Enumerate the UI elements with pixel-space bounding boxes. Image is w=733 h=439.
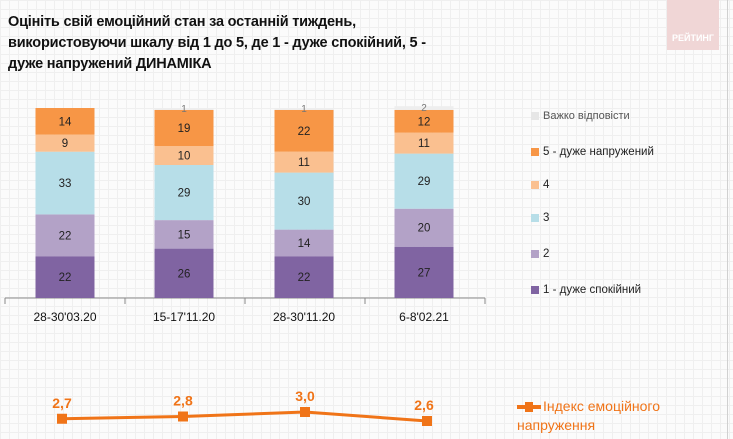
- legend-label: 3: [543, 212, 550, 224]
- line-point: [178, 411, 188, 422]
- line-point: [300, 407, 310, 417]
- legend-item: 5 - дуже напружений: [531, 146, 654, 158]
- legend-swatch-icon: [531, 214, 539, 222]
- legend-item: 1 - дуже спокійний: [531, 284, 641, 296]
- bar-segment: [394, 153, 454, 209]
- legend-item: 3: [531, 212, 549, 224]
- bar-segment: [154, 109, 214, 146]
- data-label: 14: [298, 238, 311, 250]
- data-label: 11: [298, 157, 310, 169]
- bar-segment: [154, 108, 214, 110]
- legend-item: 4: [531, 179, 549, 191]
- bar-segment: [394, 246, 454, 298]
- bar-segment: [154, 165, 214, 221]
- data-label: 26: [178, 268, 191, 280]
- data-label: 29: [418, 176, 431, 188]
- bar-segment: [274, 109, 334, 152]
- line-data-label: 2,6: [414, 397, 434, 413]
- data-label: 19: [178, 123, 191, 135]
- legend-swatch-icon: [531, 148, 539, 156]
- logo-text: РЕЙТИНГ: [671, 33, 715, 43]
- line-data-label: 3,0: [295, 388, 315, 404]
- x-tick-label: 28-30'11.20: [273, 310, 335, 324]
- bar-segment: [274, 229, 334, 257]
- bar-segment: [394, 109, 454, 133]
- line-legend: Індекс емоційного напруження: [517, 397, 733, 435]
- legend-label: 5 - дуже напружений: [543, 146, 654, 158]
- data-label: 30: [298, 196, 311, 208]
- bar-segment: [274, 172, 334, 230]
- x-tick-label: 6-8'02.21: [399, 310, 449, 324]
- bar-segment: [274, 151, 334, 173]
- bar-segment: [394, 132, 454, 154]
- line-point: [422, 416, 432, 426]
- x-tick-label: 15-17'11.20: [153, 310, 215, 324]
- bar-segment: [154, 220, 214, 249]
- bar-segment: [35, 214, 95, 257]
- line-point: [57, 413, 67, 424]
- data-label: 14: [59, 116, 72, 128]
- data-label: 15: [178, 229, 191, 241]
- data-label: 33: [59, 178, 72, 190]
- data-label: 29: [178, 188, 191, 200]
- data-label: 12: [418, 116, 431, 128]
- data-label: 22: [59, 272, 72, 284]
- bar-segment: [274, 108, 334, 110]
- data-label: 1: [181, 104, 187, 115]
- x-tick-label: 28-30'03.20: [33, 310, 96, 324]
- bar-segment: [35, 256, 95, 298]
- bar-segment: [35, 134, 95, 152]
- legend-label: 1 - дуже спокійний: [543, 284, 642, 296]
- divider: [727, 0, 728, 439]
- line-data-label: 2,7: [52, 395, 72, 411]
- legend-label: 4: [543, 179, 550, 191]
- data-label: 10: [178, 151, 191, 163]
- bar-segment: [394, 106, 454, 110]
- bar-segment: [154, 146, 214, 165]
- legend-swatch-icon: [531, 250, 539, 258]
- data-label: 1: [301, 104, 307, 115]
- bar-segment: [274, 256, 334, 298]
- bar-segment: [394, 208, 454, 247]
- line-legend-label: Індекс емоційного напруження: [517, 398, 660, 433]
- index-line: [61, 410, 428, 423]
- legend-item: 2: [531, 248, 549, 260]
- data-label: 20: [418, 223, 431, 235]
- bar-segment: [35, 151, 95, 215]
- data-label: 2: [421, 103, 427, 114]
- legend-swatch-icon: [531, 286, 539, 294]
- legend-swatch-icon: [531, 181, 539, 189]
- data-label: 27: [418, 267, 431, 279]
- data-label: 22: [298, 126, 311, 138]
- data-label: 22: [298, 272, 311, 284]
- bar-segment: [154, 248, 214, 298]
- rating-logo: РЕЙТИНГ: [667, 0, 719, 50]
- data-label: 22: [59, 230, 72, 242]
- legend-swatch-icon: [531, 112, 539, 120]
- legend-label: 2: [543, 248, 550, 260]
- legend-item: Важко відповісти: [531, 110, 630, 122]
- line-legend-marker-icon: [517, 402, 541, 413]
- bar-segment: [35, 108, 95, 135]
- chart-title: Оцініть свій емоційний стан за останній …: [8, 14, 426, 72]
- data-label: 11: [418, 138, 430, 150]
- data-label: 9: [62, 138, 68, 150]
- line-data-label: 2,8: [173, 393, 193, 409]
- legend-label: Важко відповісти: [543, 110, 630, 122]
